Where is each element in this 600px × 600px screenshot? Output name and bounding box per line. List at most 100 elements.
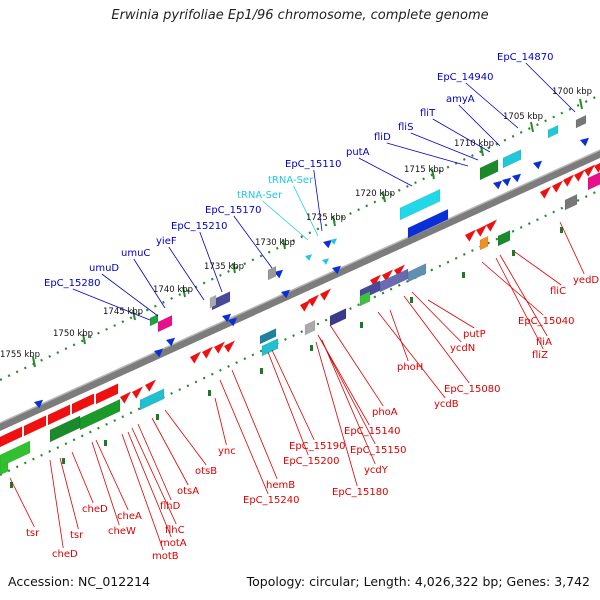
leader-line [49, 459, 64, 549]
gene-label: EpC_14870 [497, 52, 553, 63]
gene-block-lightgreen [0, 440, 31, 468]
gene-label: cheW [108, 526, 136, 537]
leader-line [131, 427, 177, 525]
leader-line [271, 349, 315, 441]
gene-block-putA [399, 188, 441, 221]
leader-line [262, 200, 309, 241]
gene-block-slate [379, 268, 409, 293]
reverse-gene-arrow [214, 341, 225, 354]
kbp-label: 1715 kbp [404, 165, 444, 175]
kbp-label: 1735 kbp [204, 262, 244, 272]
forward-gene-arrow [323, 239, 332, 249]
forward-gene-arrow [281, 289, 290, 299]
leader-line [377, 311, 446, 399]
gene-label: cheD [52, 549, 78, 560]
gene-label: putP [463, 329, 486, 340]
leader-line [91, 441, 120, 526]
gene-block-cyan [261, 338, 279, 357]
scale-tick [10, 482, 13, 488]
reverse-gene-labels: yedD fliC EpC_15040 fliA fliZ putP ycdN EpC_150… [26, 275, 599, 562]
scale-tick [62, 458, 65, 464]
gene-block-slate [329, 308, 347, 327]
scale-ticks [32, 98, 583, 368]
gene-label: tRNA-Ser [237, 190, 283, 201]
gene-block-cyan [547, 124, 559, 139]
leader-line [465, 82, 519, 129]
leader-line [168, 246, 205, 301]
gene-label: ync [218, 446, 236, 457]
leader-line [410, 132, 479, 161]
leader-line [514, 251, 562, 286]
gene-block-green [479, 159, 499, 181]
gene-label: fliC [550, 286, 566, 297]
gene-label: EpC_15240 [243, 495, 299, 506]
kbp-scale-labels: 1700 kbp 1705 kbp 1710 kbp 1715 kbp 1720 kbp… [0, 87, 592, 360]
gene-label: phoH [397, 362, 423, 373]
leader-line [267, 351, 309, 456]
gene-label: EpC_15140 [344, 426, 400, 437]
leader-line [214, 397, 227, 446]
gene-block-grey [304, 319, 316, 336]
leader-line [495, 257, 544, 350]
leader-line [559, 221, 585, 275]
reverse-gene-arrow [145, 379, 156, 392]
kbp-label: 1705 kbp [503, 112, 543, 122]
gene-label: phoA [372, 407, 398, 418]
scale-tick [32, 356, 36, 368]
trna-arrow [330, 238, 337, 245]
genome-info-text: Topology: circular; Length: 4,026,322 bp… [246, 574, 590, 589]
leader-line [95, 439, 129, 511]
leader-line [525, 62, 576, 113]
forward-gene-arrow [533, 160, 542, 170]
leader-line [315, 341, 358, 487]
leader-line [481, 261, 544, 316]
forward-gene-arrow [274, 269, 283, 279]
gene-label: fliS [398, 122, 413, 133]
kbp-label: 1720 kbp [355, 189, 395, 199]
reverse-gene-arrow [465, 229, 476, 242]
reverse-gene-arrow [382, 269, 393, 282]
gene-label: yedD [573, 275, 599, 286]
reverse-gene-arrow [563, 174, 574, 187]
gene-label: tsr [70, 530, 84, 541]
forward-gene-arrow [222, 313, 231, 323]
backbone-highlight [0, 149, 600, 424]
leader-line [432, 118, 491, 153]
gene-block-teal [259, 328, 277, 345]
scale-tick [560, 227, 563, 233]
leader-line [313, 169, 323, 232]
accession-text: Accession: NC_012214 [8, 574, 151, 589]
leader-line [101, 273, 159, 317]
scale-tick [260, 368, 263, 374]
kbp-label: 1725 kbp [306, 213, 346, 223]
gene-label: EpC_15280 [44, 278, 100, 289]
leader-line [72, 288, 151, 321]
gene-label: EpC_15210 [171, 221, 227, 232]
gene-label: amyA [446, 94, 475, 105]
leader-line [389, 309, 409, 362]
gene-block-magenta [587, 172, 600, 191]
leader-line [137, 423, 172, 501]
gene-block-reverse [95, 383, 119, 405]
kbp-label: 1755 kbp [0, 350, 40, 360]
gene-block-grey [267, 265, 277, 281]
forward-gene-arrow [502, 177, 511, 187]
reverse-gene-arrow [120, 391, 131, 404]
gene-block-slate [407, 263, 427, 283]
reverse-gene-arrow [132, 386, 143, 399]
kbp-label: 1700 kbp [552, 87, 592, 97]
scale-tick [132, 309, 136, 321]
scale-tick [462, 272, 465, 278]
forward-gene-arrow [512, 173, 521, 183]
gene-label: ycdN [450, 343, 475, 354]
kbp-label: 1750 kbp [53, 329, 93, 339]
scale-tick [104, 440, 107, 446]
gene-label: cheD [82, 504, 108, 515]
gene-label: EpC_15180 [332, 487, 388, 498]
gene-block-reverse [47, 404, 71, 426]
leader-line [411, 291, 462, 343]
leader-line [59, 457, 79, 530]
gene-block-cyan [139, 388, 165, 411]
gene-block-grey [575, 114, 587, 129]
